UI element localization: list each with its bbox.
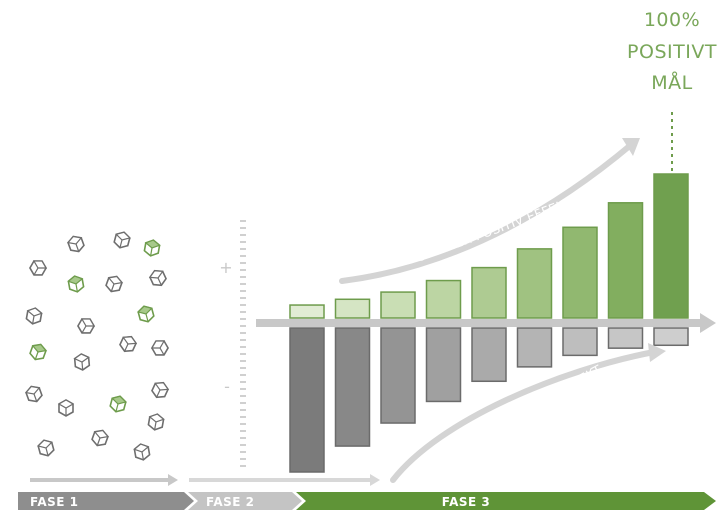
negative-curve — [390, 349, 657, 483]
gray-cube — [57, 399, 75, 417]
goal-label: 100% POSITIVT MÅL — [627, 9, 717, 94]
negative-curve-arrowhead — [648, 343, 666, 362]
goal-line-2: POSITIVT — [627, 41, 717, 63]
phase1-label: FASE 1 — [30, 495, 78, 509]
goal-line-3: MÅL — [651, 71, 692, 94]
gray-cube — [24, 385, 43, 403]
green-cube — [143, 239, 161, 257]
positive-bar-5 — [471, 266, 507, 319]
phase1-arrowhead — [168, 474, 178, 486]
goal-line-1: 100% — [644, 9, 700, 31]
positive-bar-7 — [562, 226, 598, 319]
gray-cube — [150, 340, 169, 356]
positive-bar-6 — [516, 248, 553, 319]
baseline-arrowhead — [700, 313, 716, 333]
positive-bar-3 — [380, 291, 416, 319]
phase2-arrowhead — [370, 474, 380, 486]
phase3-label: FASE 3 — [442, 495, 490, 509]
negative-bar-1 — [289, 327, 325, 473]
gray-cube — [29, 260, 48, 276]
phase3-segment — [296, 492, 716, 510]
green-cube — [137, 305, 155, 323]
negative-bar-7 — [562, 327, 598, 357]
gray-cube — [77, 318, 96, 334]
gray-cube — [73, 353, 91, 371]
positive-curve-arrowhead — [622, 138, 640, 156]
negative-bar-8 — [607, 327, 644, 349]
phase2-segment — [188, 492, 302, 510]
gray-cube — [66, 235, 85, 253]
positive-curve — [339, 141, 635, 284]
gray-cube — [91, 429, 110, 447]
gray-cube — [133, 443, 151, 461]
positive-bars — [289, 173, 689, 319]
minus-sign: - — [224, 377, 230, 396]
scattered-cubes — [24, 231, 170, 461]
negative-bar-9 — [653, 327, 689, 347]
phase-ribbon: FASE 1 FASE 2 FASE 3 — [18, 492, 716, 510]
negative-bar-5 — [471, 327, 507, 383]
positive-bar-2 — [334, 298, 371, 319]
gray-cube — [148, 269, 167, 287]
green-cube — [29, 343, 48, 361]
positive-bar-4 — [425, 279, 462, 319]
gray-cube — [25, 307, 43, 325]
green-cube — [109, 395, 127, 413]
negative-bars — [289, 327, 689, 473]
negative-bar-3 — [380, 327, 416, 424]
phase2-label: FASE 2 — [206, 495, 254, 509]
positive-bar-8 — [607, 202, 644, 319]
phase1-segment — [18, 492, 194, 510]
positive-bar-9 — [653, 173, 689, 319]
negative-bar-2 — [334, 327, 371, 447]
negative-bar-4 — [425, 327, 462, 403]
gray-cube — [119, 335, 138, 353]
negative-bar-6 — [516, 327, 553, 368]
plus-sign: + — [219, 258, 232, 277]
gray-cube — [105, 275, 124, 293]
gray-cube — [37, 439, 55, 457]
positive-bar-1 — [289, 304, 325, 319]
green-cube — [67, 275, 85, 293]
gray-cube — [113, 231, 131, 249]
gray-cube — [151, 381, 170, 399]
gray-cube — [147, 413, 165, 431]
